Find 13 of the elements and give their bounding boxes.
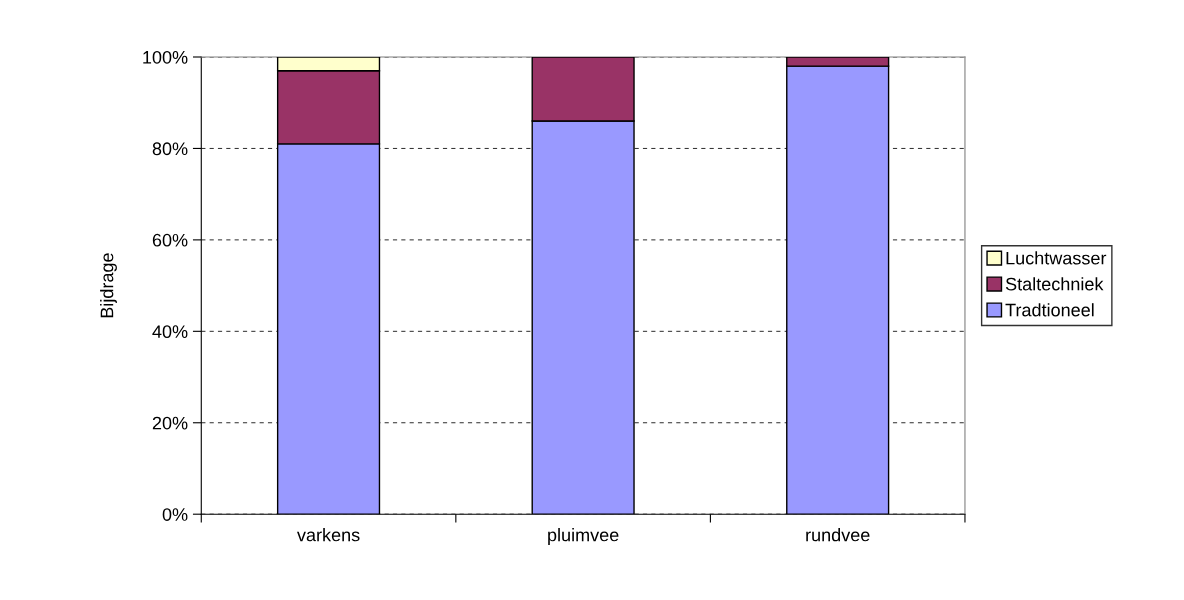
legend-label: Luchtwasser [1006, 251, 1107, 265]
legend-label: Staltechniek [1005, 277, 1104, 291]
x-tick-label: pluimvee [548, 528, 619, 545]
y-tick-label: 0% [162, 508, 188, 521]
y-tick-label: 80% [152, 142, 188, 156]
x-tick-label: varkens [297, 528, 360, 542]
legend-label: Tradtioneel [1005, 303, 1094, 317]
y-tick-label: 100% [143, 50, 188, 64]
y-tick-label: 20% [152, 416, 188, 430]
x-tick-label: rundvee [806, 528, 870, 542]
y-axis-title: Bijdrage [100, 253, 117, 318]
y-tick-label: 60% [152, 233, 188, 247]
y-tick-label: 40% [152, 325, 188, 339]
